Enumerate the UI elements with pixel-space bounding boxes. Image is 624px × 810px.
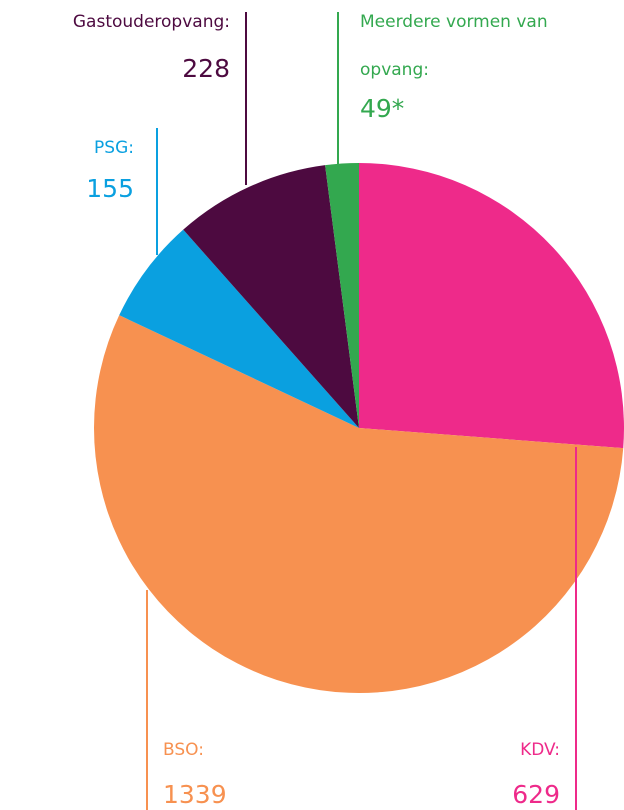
slices bbox=[94, 163, 624, 693]
pie-slice bbox=[119, 229, 360, 428]
value-label: 49* bbox=[360, 94, 405, 123]
pie-slice bbox=[183, 165, 359, 428]
value-label: 228 bbox=[182, 54, 230, 83]
pie-slice bbox=[94, 315, 624, 693]
category-label: PSG: bbox=[94, 138, 134, 158]
value-label: 1339 bbox=[163, 780, 227, 809]
value-label: 155 bbox=[86, 174, 134, 203]
category-label: KDV: bbox=[520, 740, 560, 760]
category-label: BSO: bbox=[163, 740, 204, 760]
category-label: Gastouderopvang: bbox=[72, 12, 230, 32]
value-label: 629 bbox=[512, 780, 560, 809]
pie-slice bbox=[359, 163, 624, 449]
pie-slice bbox=[325, 163, 359, 428]
category-label: Meerdere vormen van opvang: bbox=[360, 12, 548, 80]
